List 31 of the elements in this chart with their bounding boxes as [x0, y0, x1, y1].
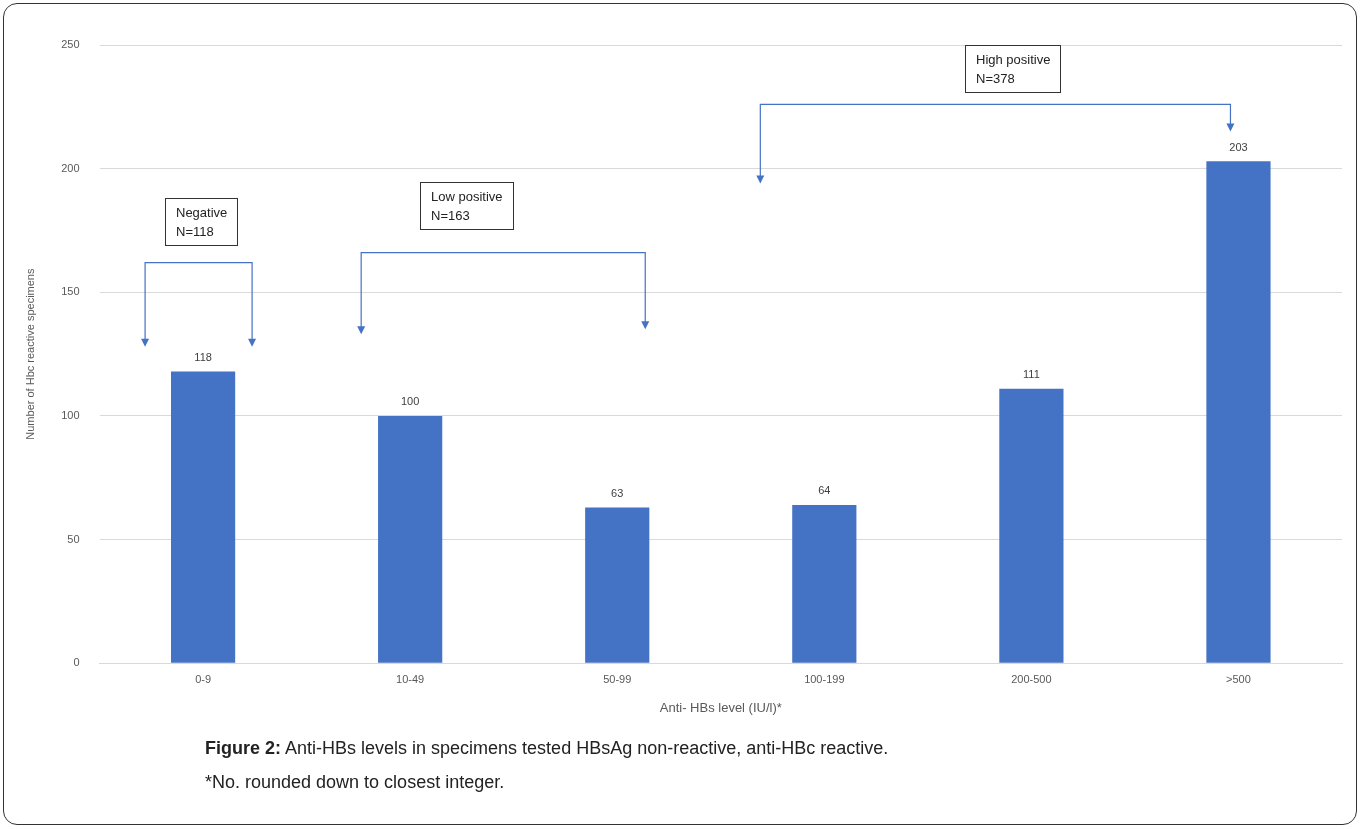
y-tick-label: 100 — [61, 408, 80, 421]
annotation: Low positive N=163 — [420, 182, 514, 230]
data-label: 203 — [1229, 140, 1248, 153]
y-tick-label: 0 — [73, 656, 80, 669]
y-tick-label: 150 — [61, 285, 80, 298]
y-tick-label: 250 — [61, 38, 80, 51]
bar — [1206, 161, 1271, 663]
annotation: High positive N=378 — [965, 45, 1062, 93]
y-tick-label: 200 — [61, 161, 80, 174]
x-tick-label: >500 — [1226, 672, 1251, 685]
data-label: 64 — [818, 484, 831, 497]
x-tick-label: 100-199 — [804, 672, 845, 685]
data-label: 100 — [400, 395, 420, 408]
x-tick-label: 10-49 — [396, 672, 425, 685]
data-label: 118 — [194, 350, 212, 363]
bar — [585, 507, 650, 663]
x-tick-label: 50-99 — [603, 672, 632, 685]
x-tick-label: 200-500 — [1011, 672, 1052, 685]
bar — [170, 371, 236, 663]
text: *No. rounded down to closest integer. — [205, 772, 505, 793]
bar — [792, 504, 857, 663]
bar — [378, 415, 443, 663]
annotation: Negative N=118 — [165, 198, 239, 246]
data-label: 111 — [1023, 368, 1040, 381]
x-axis-title: Anti- HBs level (IU/l)* — [659, 699, 782, 715]
text: Figure 2: Anti-HBs levels in specimens tested HBsAg non-reactive, anti-HBc reactive. — [205, 738, 889, 759]
data-label: 63 — [611, 486, 624, 499]
bar — [999, 388, 1064, 663]
y-tick-label: 50 — [67, 532, 80, 545]
y-axis-title: Number of Hbc reactive specimens — [23, 268, 36, 440]
x-tick-label: 0-9 — [195, 672, 212, 685]
